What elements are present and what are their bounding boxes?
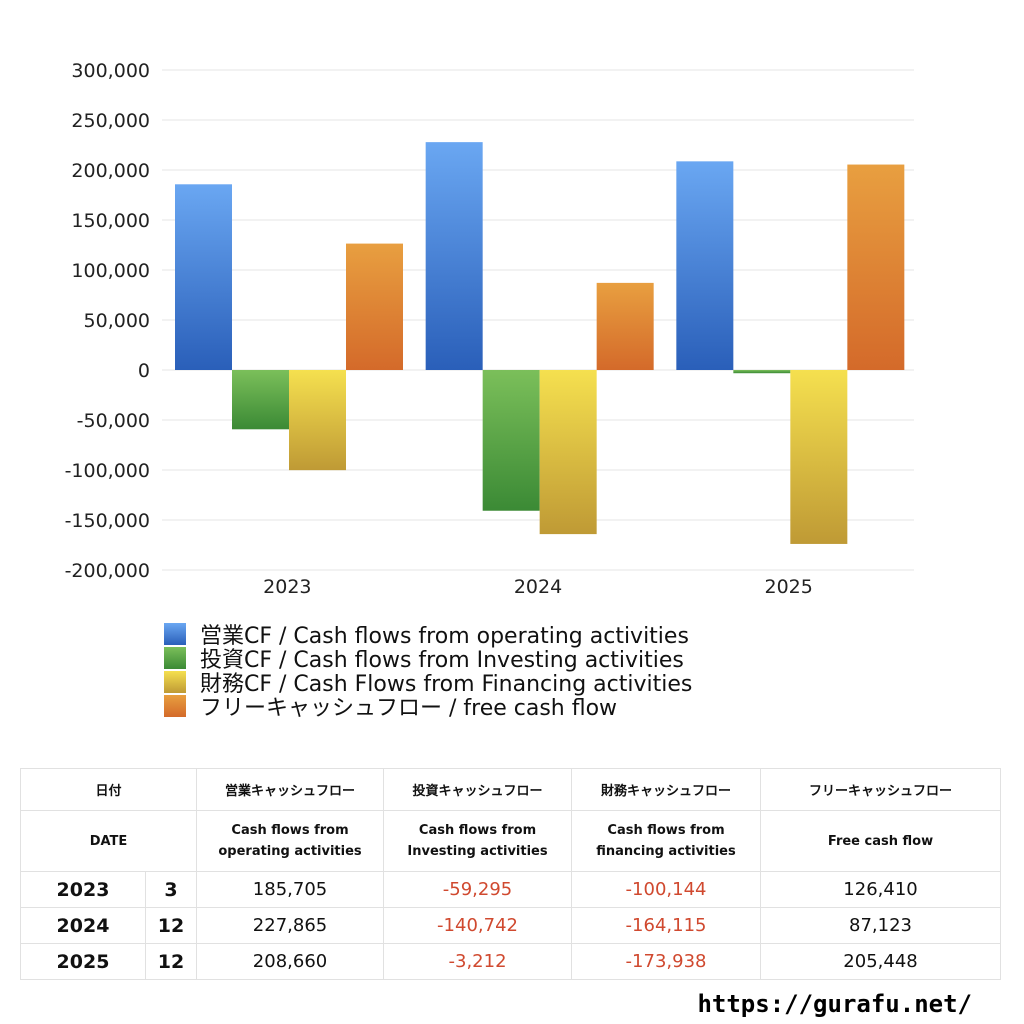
legend-swatch-operating xyxy=(164,623,186,645)
row-free: 126,410 xyxy=(760,871,1002,908)
legend-swatch-investing xyxy=(164,647,186,669)
bar-2025-series-1 xyxy=(676,161,734,370)
bar-2023-series-4 xyxy=(346,243,403,370)
bar-2023-series-3 xyxy=(289,370,346,471)
y-tick-label: -50,000 xyxy=(77,410,150,432)
cash-flow-table: 日付 営業キャッシュフロー 投資キャッシュフロー 財務キャッシュフロー フリーキ… xyxy=(19,768,1002,980)
row-operating: 185,705 xyxy=(196,871,385,908)
header-investing-en: Cash flows from Investing activities xyxy=(383,810,573,872)
row-investing: -3,212 xyxy=(383,943,573,980)
header-operating-jp: 営業キャッシュフロー xyxy=(196,768,385,811)
y-tick-label: 150,000 xyxy=(71,210,150,232)
legend-label-free: フリーキャッシュフロー / free cash flow xyxy=(200,696,618,721)
y-tick-label: 250,000 xyxy=(71,110,150,132)
header-financing-jp: 財務キャッシュフロー xyxy=(571,768,762,811)
row-investing: -140,742 xyxy=(383,907,573,944)
row-year: 2024 xyxy=(20,907,146,944)
legend-label-investing: 投資CF / Cash flows from Investing activit… xyxy=(200,648,684,673)
row-operating: 208,660 xyxy=(196,943,385,980)
legend-swatch-financing xyxy=(164,671,186,693)
row-free: 87,123 xyxy=(760,907,1002,944)
bars xyxy=(175,142,905,544)
bar-2024-series-4 xyxy=(596,282,654,370)
table-row: 2025 12 208,660 -3,212 -173,938 205,448 xyxy=(20,943,1002,980)
bar-2024-series-1 xyxy=(425,142,483,370)
y-tick-label: -100,000 xyxy=(65,460,150,482)
row-operating: 227,865 xyxy=(196,907,385,944)
header-operating-en: Cash flows from operating activities xyxy=(196,810,385,872)
legend-label-financing: 財務CF / Cash Flows from Financing activit… xyxy=(200,672,693,697)
legend-label-operating: 営業CF / Cash flows from operating activit… xyxy=(200,624,689,649)
legend-item-financing: 財務CF / Cash Flows from Financing activit… xyxy=(164,670,692,697)
bar-2024-series-2 xyxy=(482,370,540,511)
x-axis-tick-labels: 2023 2024 2025 xyxy=(263,576,813,598)
row-financing: -164,115 xyxy=(571,907,762,944)
x-tick-label: 2024 xyxy=(514,576,562,598)
chart-legend: 営業CF / Cash flows from operating activit… xyxy=(164,622,692,721)
row-month: 3 xyxy=(144,871,198,908)
row-free: 205,448 xyxy=(760,943,1002,980)
y-tick-label: 100,000 xyxy=(71,260,150,282)
y-tick-label: 300,000 xyxy=(71,60,150,82)
table-header-row-jp: 日付 営業キャッシュフロー 投資キャッシュフロー 財務キャッシュフロー フリーキ… xyxy=(19,768,1002,811)
header-free-jp: フリーキャッシュフロー xyxy=(760,768,1002,811)
row-year: 2023 xyxy=(20,871,146,908)
table-header-row-en: DATE Cash flows from operating activitie… xyxy=(19,810,1002,872)
row-financing: -100,144 xyxy=(571,871,762,908)
y-tick-label: 0 xyxy=(138,360,150,382)
legend-item-operating: 営業CF / Cash flows from operating activit… xyxy=(164,622,692,649)
bar-2023-series-2 xyxy=(232,370,289,430)
row-month: 12 xyxy=(144,943,198,980)
y-tick-label: -150,000 xyxy=(65,510,150,532)
table-row: 2024 12 227,865 -140,742 -164,115 87,123 xyxy=(20,907,1002,944)
bar-chart: 300,000 250,000 200,000 150,000 100,000 50,00… xyxy=(65,60,914,598)
y-tick-label: 50,000 xyxy=(84,310,150,332)
table-row: 2023 3 185,705 -59,295 -100,144 126,410 xyxy=(20,871,1002,908)
y-axis-tick-labels: 300,000 250,000 200,000 150,000 100,000 50,00… xyxy=(65,60,150,582)
header-date-en: DATE xyxy=(19,810,198,872)
legend-swatch-free xyxy=(164,695,186,717)
x-tick-label: 2025 xyxy=(764,576,812,598)
y-tick-label: 200,000 xyxy=(71,160,150,182)
legend-item-free: フリーキャッシュフロー / free cash flow xyxy=(164,694,692,721)
header-investing-jp: 投資キャッシュフロー xyxy=(383,768,573,811)
bar-2023-series-1 xyxy=(175,184,232,370)
bar-2024-series-3 xyxy=(539,370,597,535)
header-financing-en: Cash flows from financing activities xyxy=(571,810,762,872)
x-tick-label: 2023 xyxy=(263,576,311,598)
site-url-link[interactable]: https://gurafu.net/ xyxy=(697,990,972,1018)
row-year: 2025 xyxy=(20,943,146,980)
legend-item-investing: 投資CF / Cash flows from Investing activit… xyxy=(164,646,692,673)
y-tick-label: -200,000 xyxy=(65,560,150,582)
row-investing: -59,295 xyxy=(383,871,573,908)
bar-2025-series-3 xyxy=(790,370,848,544)
header-free-en: Free cash flow xyxy=(760,810,1002,872)
row-month: 12 xyxy=(144,907,198,944)
bar-2025-series-2 xyxy=(733,370,791,374)
bar-2025-series-4 xyxy=(847,164,905,370)
header-date-jp: 日付 xyxy=(19,768,198,811)
row-financing: -173,938 xyxy=(571,943,762,980)
